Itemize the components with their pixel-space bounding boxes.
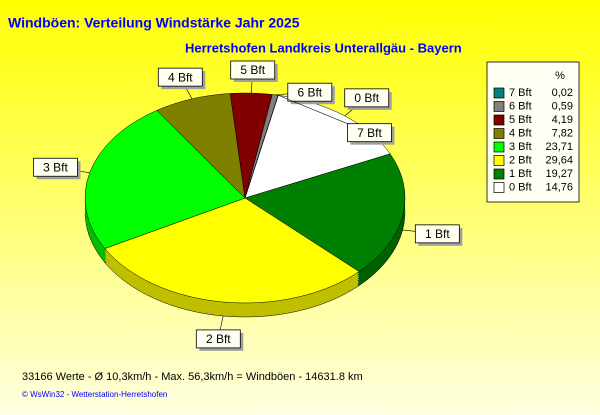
slice-label: 7 Bft	[357, 126, 382, 140]
legend-value: 14,76	[545, 181, 573, 193]
label-box	[347, 123, 392, 143]
legend-title: %	[555, 70, 565, 82]
chart-title: Windböen: Verteilung Windstärke Jahr 202…	[8, 15, 300, 31]
legend-value: 0,02	[552, 87, 573, 99]
legend-label: 1 Bft	[509, 168, 532, 180]
credit: © WsWin32 - Wetterstation-Herretshofen	[22, 390, 167, 399]
legend-swatch	[493, 87, 505, 99]
legend-value: 0,59	[552, 100, 573, 112]
legend-swatch	[493, 155, 505, 166]
legend-label: 4 Bft	[509, 127, 532, 139]
footer: 33166 Werte - Ø 10,3km/h - Max. 56,3km/h…	[22, 371, 363, 383]
legend-swatch	[493, 182, 505, 193]
legend-label: 2 Bft	[509, 154, 532, 166]
slice-label: 5 Bft	[240, 63, 265, 77]
legend-swatch	[493, 168, 505, 180]
legend-value: 7,82	[552, 127, 573, 139]
legend-value: 19,27	[545, 168, 573, 180]
label-box	[230, 60, 276, 80]
label-box	[344, 88, 390, 108]
slice-label: 4 Bft	[168, 70, 193, 84]
legend-swatch	[493, 114, 505, 126]
label-box	[157, 67, 203, 87]
legend-label: 6 Bft	[509, 100, 532, 112]
legend-label: 3 Bft	[509, 141, 532, 153]
legend-value: 4,19	[552, 114, 573, 126]
slice-label: 0 Bft	[354, 91, 379, 105]
legend-swatch	[493, 101, 505, 112]
slice-label: 1 Bft	[425, 227, 450, 241]
slice	[84, 110, 246, 249]
label-box	[33, 157, 78, 177]
label-box	[195, 329, 241, 349]
slice	[244, 153, 406, 272]
legend-label: 5 Bft	[509, 114, 532, 126]
legend-value: 29,64	[545, 154, 573, 166]
legend-swatch	[493, 128, 505, 139]
legend-value: 23,71	[545, 141, 573, 153]
label-box	[414, 224, 460, 244]
slice-label: 2 Bft	[206, 332, 231, 346]
slice	[104, 197, 360, 304]
label-box	[287, 82, 333, 102]
legend-swatch	[493, 141, 505, 153]
legend-label: 7 Bft	[509, 87, 532, 99]
slice-label: 3 Bft	[43, 160, 68, 174]
chart-subtitle: Herretshofen Landkreis Unterallgäu - Bay…	[185, 40, 462, 55]
slice-label: 6 Bft	[297, 85, 322, 99]
legend-label: 0 Bft	[509, 181, 532, 193]
